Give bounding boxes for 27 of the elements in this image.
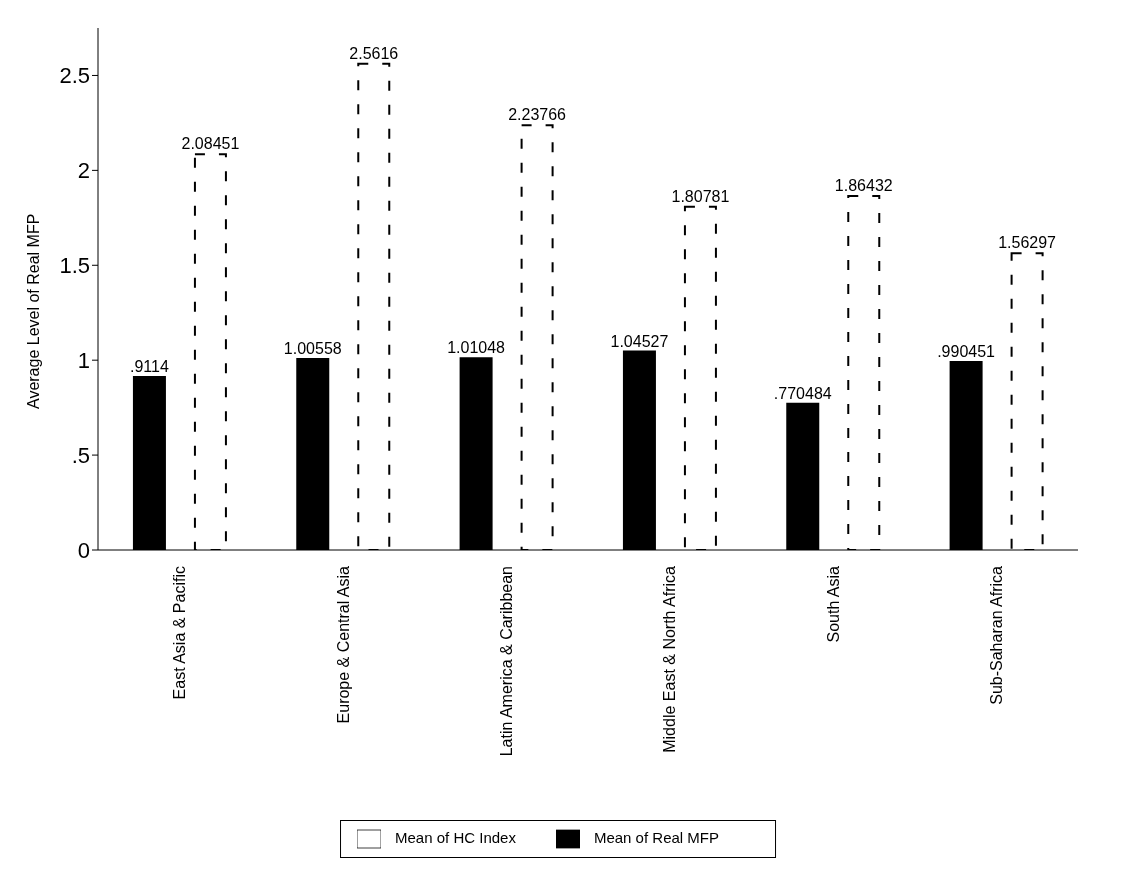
x-tick-label: Europe & Central Asia [334,565,352,724]
x-tick-label: Sub-Saharan Africa [987,565,1005,705]
data-label: 1.01048 [447,339,506,357]
data-label: .990451 [937,342,996,360]
data-label: 1.56297 [998,234,1057,252]
x-tick-label: East Asia & Pacific [171,566,189,700]
data-label: 1.04527 [610,332,669,350]
data-label: 1.86432 [834,177,893,195]
data-label: 1.00558 [283,340,342,358]
data-label: .9114 [130,358,169,375]
data-label: 2.08451 [181,135,240,153]
data-label: 1.80781 [671,187,730,205]
data-label: .770484 [773,384,832,402]
y-tick-label: 2 [77,158,90,184]
y-tick-label: 1 [77,347,90,373]
x-tick-label: Middle East & North Africa [661,565,679,753]
legend-label: Mean of Real MFP [593,828,719,846]
data-label: 2.23766 [508,106,567,124]
legend-label: Mean of HC Index [395,828,516,846]
data-label: 2.5616 [349,44,399,62]
y-tick-label: 1.5 [59,253,90,279]
x-tick-label: South Asia [824,565,842,643]
y-tick-label: .5 [71,442,90,468]
y-tick-label: 2.5 [59,63,90,89]
y-tick-label: 0 [77,537,90,563]
y-axis-title: Average Level of Real MFP [24,213,42,409]
x-tick-label: Latin America & Caribbean [497,566,515,757]
